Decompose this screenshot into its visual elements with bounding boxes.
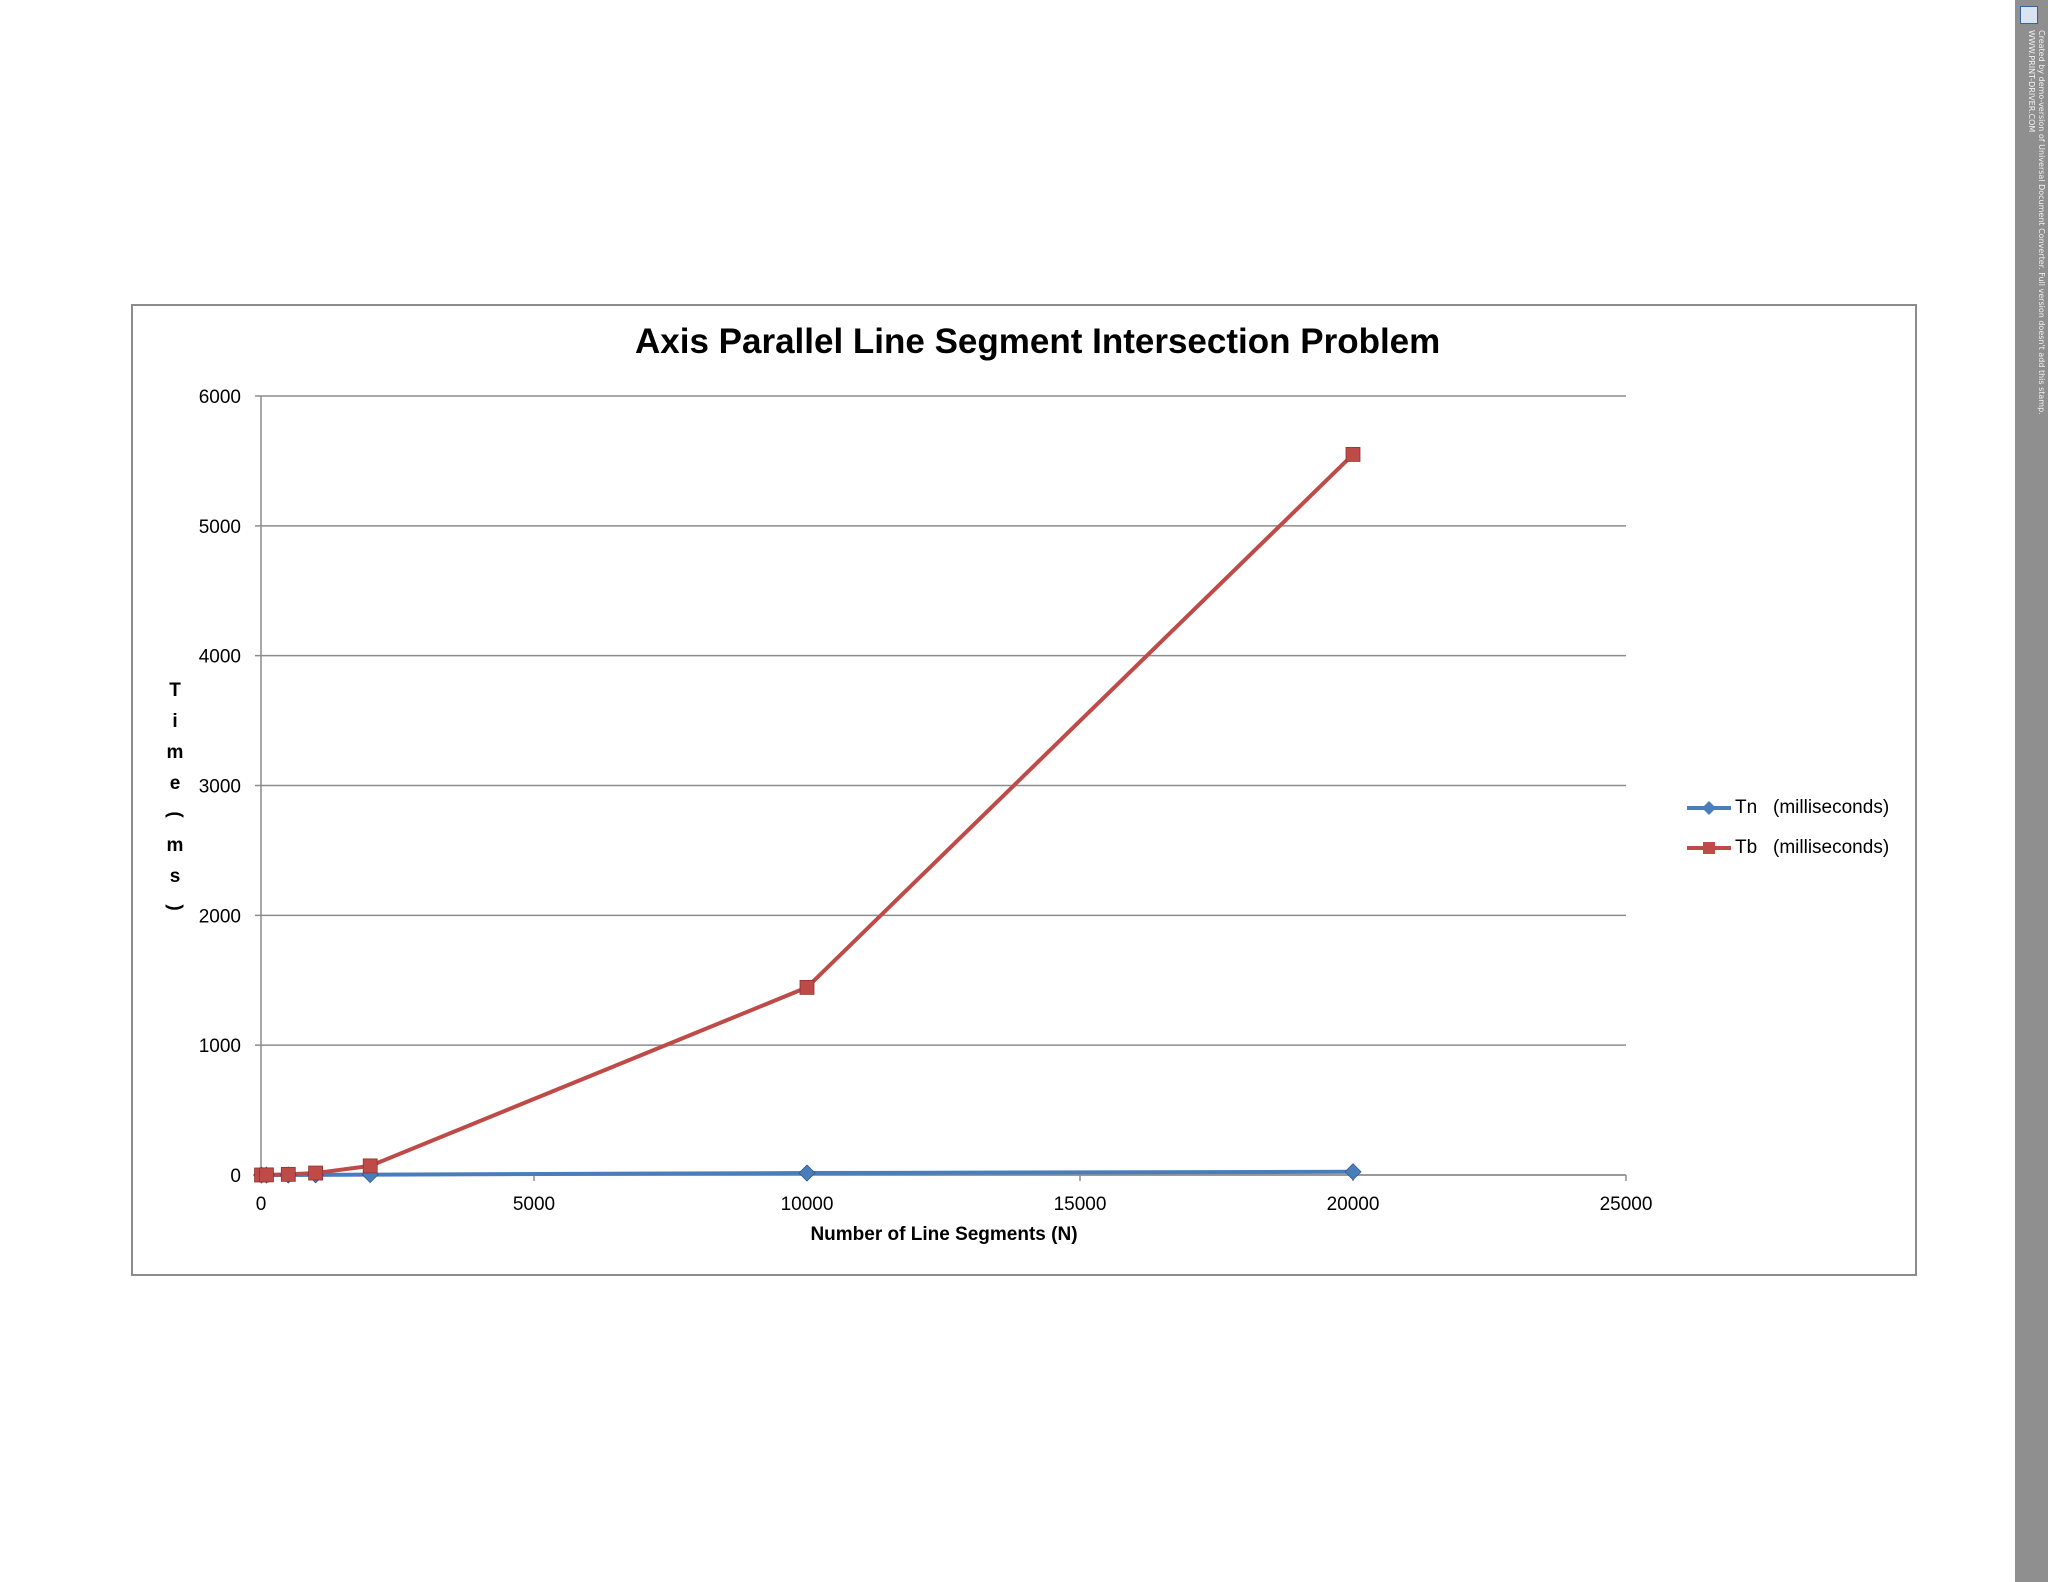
series-0-point-5 — [798, 1164, 816, 1182]
y-tick-label-2: 2000 — [199, 906, 241, 927]
y-axis-label-char: s — [169, 866, 181, 887]
watermark-strip — [2015, 0, 2048, 1582]
legend-swatch-0 — [1687, 801, 1731, 815]
y-axis-label-char: ( — [164, 811, 186, 818]
x-tick-label-0: 0 — [256, 1194, 267, 1215]
y-tick-label-5: 5000 — [199, 517, 241, 538]
y-axis-label-char: e — [169, 773, 181, 794]
y-axis-label-char: i — [172, 711, 178, 732]
y-axis-label-char: ) — [164, 904, 186, 911]
y-tick-label-6: 6000 — [199, 387, 241, 408]
document-converter-icon — [2020, 6, 2038, 24]
series-1-point-6 — [1345, 447, 1361, 462]
series-line-1 — [261, 452, 1355, 1177]
y-tick-label-4: 4000 — [199, 647, 241, 668]
x-tick-label-3: 15000 — [1054, 1194, 1107, 1215]
series-1-point-5 — [799, 979, 815, 995]
legend-item-0: Tn (milliseconds) — [1685, 788, 1889, 828]
y-tick-label-0: 0 — [230, 1166, 241, 1187]
legend-label-0: Tn (milliseconds) — [1735, 797, 1890, 818]
watermark-line1: Created by demo-version of Universal Doc… — [2037, 30, 2046, 415]
series-1-point-4 — [362, 1158, 378, 1174]
y-axis-label-char: m — [166, 742, 184, 763]
legend-item-1: Tb (milliseconds) — [1685, 828, 1889, 868]
watermark-line2: WWW.PRINT-DRIVER.COM — [2027, 30, 2036, 133]
legend-swatch-1 — [1687, 842, 1731, 854]
y-axis-label-char: T — [169, 680, 181, 701]
series-1-point-1 — [259, 1167, 274, 1183]
y-tick-label-3: 3000 — [199, 777, 241, 798]
series-1-point-2 — [280, 1166, 296, 1182]
watermark-text: Created by demo-version of Universal Doc… — [2026, 30, 2046, 415]
series-0-point-6 — [1344, 1163, 1362, 1181]
x-tick-label-1: 5000 — [513, 1194, 555, 1215]
chart-legend: Tn (milliseconds) Tb (milliseconds) — [1685, 788, 1889, 868]
legend-label-1: Tb (milliseconds) — [1735, 837, 1890, 858]
y-tick-label-1: 1000 — [199, 1036, 241, 1057]
chart-frame — [131, 304, 1917, 1276]
x-axis-label: Number of Line Segments (N) — [810, 1224, 1078, 1245]
x-tick-label-5: 25000 — [1600, 1194, 1653, 1215]
x-tick-label-2: 10000 — [781, 1194, 834, 1215]
y-axis-label-char: m — [166, 835, 184, 856]
series-1-point-3 — [308, 1165, 324, 1181]
chart-title: Axis Parallel Line Segment Intersection … — [635, 322, 1441, 361]
x-tick-label-4: 20000 — [1327, 1194, 1380, 1215]
